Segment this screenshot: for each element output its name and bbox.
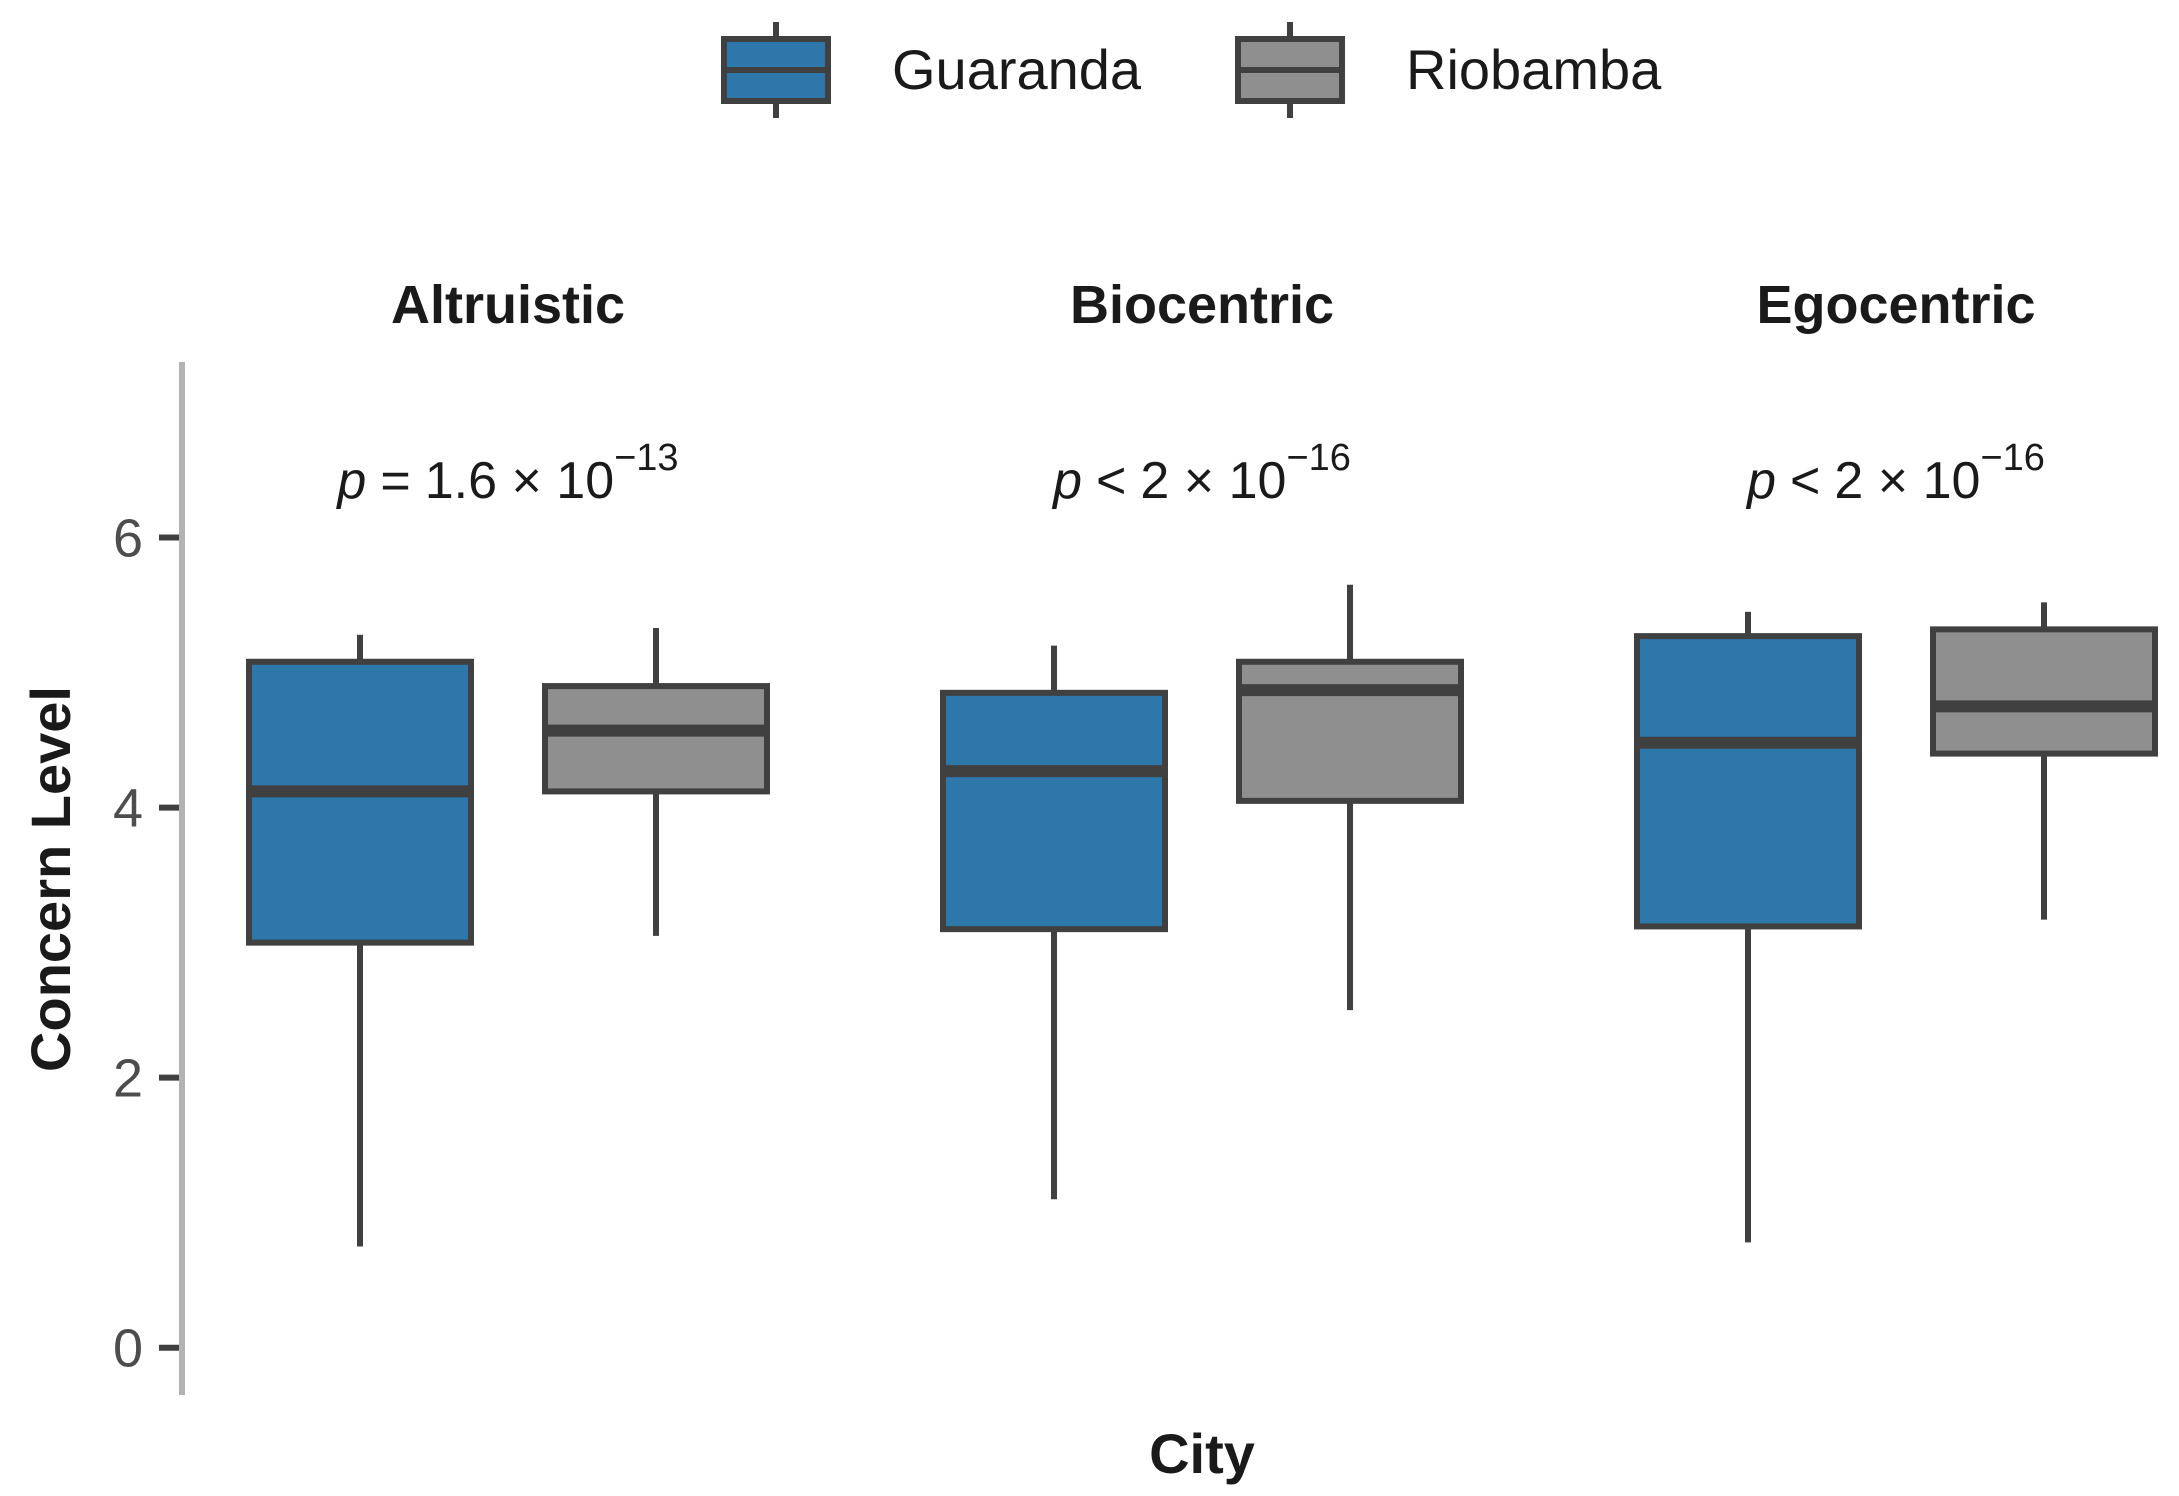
legend-item-riobamba: Riobamba bbox=[1235, 22, 1662, 118]
y-tick-label: 6 bbox=[113, 509, 143, 569]
p-base: 1.6 × 10 bbox=[425, 452, 614, 510]
legend: Guaranda Riobamba bbox=[721, 22, 1662, 118]
legend-label: Guaranda bbox=[892, 38, 1142, 101]
facet-egocentric: Egocentric p <2 × 10−16 bbox=[1634, 275, 2158, 1243]
legend-label: Riobamba bbox=[1406, 38, 1662, 101]
p-operator: < bbox=[1096, 452, 1126, 510]
p-base: 2 × 10 bbox=[1834, 452, 1980, 510]
box-riobamba bbox=[1930, 602, 2158, 920]
iqr-box bbox=[542, 683, 770, 795]
p-exponent: −16 bbox=[1286, 437, 1350, 479]
y-tick-label: 0 bbox=[113, 1319, 143, 1379]
box-guaranda bbox=[1634, 611, 1862, 1243]
p-value-label: p <2 × 10−16 bbox=[1051, 437, 1351, 510]
box-riobamba bbox=[542, 628, 770, 936]
facet-biocentric: Biocentric p <2 × 10−16 bbox=[940, 275, 1464, 1200]
facet-title: Egocentric bbox=[1756, 275, 2035, 335]
x-axis-title: City bbox=[1149, 1422, 1255, 1485]
p-symbol: p bbox=[1745, 452, 1776, 510]
y-tick-label: 2 bbox=[113, 1049, 143, 1109]
box-guaranda bbox=[940, 645, 1168, 1200]
p-base: 2 × 10 bbox=[1140, 452, 1286, 510]
p-operator: = bbox=[380, 452, 410, 510]
p-exponent: −16 bbox=[1980, 437, 2044, 479]
p-symbol: p bbox=[1051, 452, 1082, 510]
facet-altruistic: Altruistic p = 1.6 × 10−13 bbox=[246, 275, 770, 1247]
iqr-box bbox=[940, 689, 1168, 933]
y-axis: 0 2 4 6 bbox=[113, 362, 185, 1395]
iqr-box bbox=[1236, 658, 1464, 804]
box-guaranda bbox=[246, 634, 474, 1247]
facet-title: Altruistic bbox=[391, 275, 625, 335]
facet-title: Biocentric bbox=[1070, 275, 1334, 335]
y-axis-title: Concern Level bbox=[19, 686, 82, 1072]
box-riobamba bbox=[1236, 584, 1464, 1011]
p-value-label: p = 1.6 × 10−13 bbox=[335, 437, 678, 510]
iqr-box bbox=[246, 658, 474, 946]
y-tick-label: 4 bbox=[113, 779, 143, 839]
p-value-label: p <2 × 10−16 bbox=[1745, 437, 2045, 510]
p-operator: < bbox=[1790, 452, 1820, 510]
legend-item-guaranda: Guaranda bbox=[721, 22, 1142, 118]
iqr-box bbox=[1634, 633, 1862, 930]
p-exponent: −13 bbox=[614, 437, 678, 479]
iqr-box bbox=[1930, 626, 2158, 757]
p-symbol: p bbox=[335, 452, 366, 510]
